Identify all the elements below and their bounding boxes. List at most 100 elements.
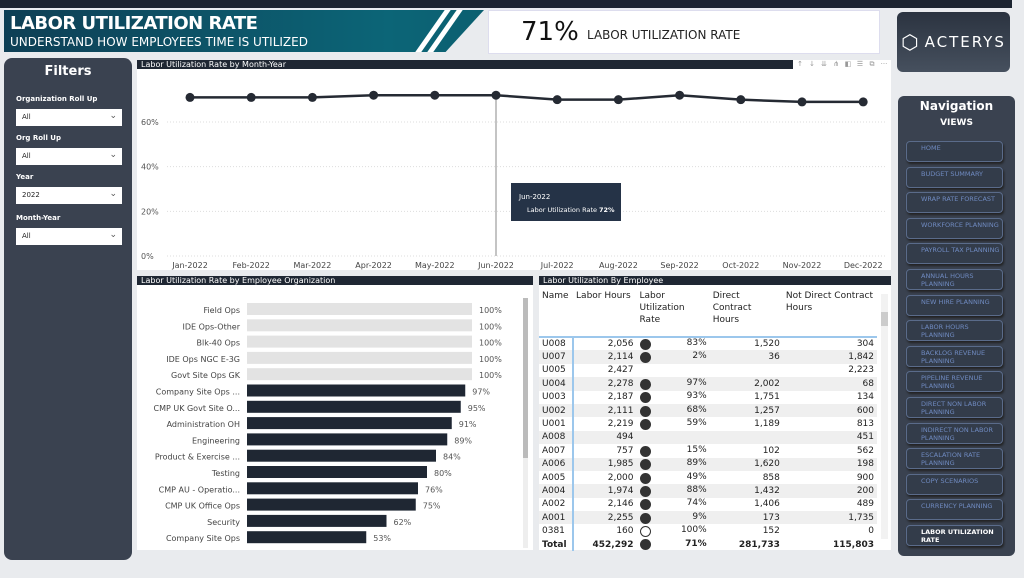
data-point[interactable] (613, 95, 623, 105)
bar[interactable] (247, 351, 472, 364)
nav-button[interactable]: BUDGET SUMMARY (906, 166, 1003, 188)
column-header[interactable]: Labor Utilization Rate (639, 291, 685, 325)
data-point[interactable] (797, 97, 807, 107)
status-dot-icon (639, 378, 651, 390)
bar[interactable] (247, 466, 427, 478)
bar[interactable] (247, 482, 418, 495)
table-row[interactable]: A001 2,255 9% 173 1,735 (539, 511, 877, 525)
table-row[interactable]: 0381 160 100% 152 0 (539, 524, 877, 538)
filter-dropdown[interactable]: All ⌄ (16, 148, 122, 165)
status-dot-icon (639, 392, 651, 404)
data-point[interactable] (552, 95, 562, 105)
status-dot-icon (639, 526, 651, 538)
nav-button[interactable]: WORKFORCE PLANNING (906, 217, 1003, 239)
data-label: 100% (479, 355, 502, 364)
table-cell: 152 (762, 526, 780, 537)
filter-dropdown[interactable]: All ⌄ (16, 228, 122, 245)
data-point[interactable] (858, 97, 868, 107)
data-point[interactable] (491, 90, 501, 100)
table-row[interactable]: U004 2,278 97% 2,002 68 (539, 377, 877, 391)
status-dot-icon (639, 419, 651, 431)
bar[interactable] (247, 433, 448, 446)
table-row[interactable]: U001 2,219 59% 1,189 813 (539, 417, 877, 431)
scrollbar-thumb[interactable] (523, 298, 528, 458)
bar[interactable] (247, 319, 472, 332)
bar[interactable] (247, 449, 436, 462)
y-tick-label: 40% (141, 163, 159, 172)
table-row[interactable]: U007 2,114 2% 36 1,842 (539, 350, 877, 364)
bar[interactable] (247, 384, 466, 397)
bar[interactable] (247, 335, 472, 348)
column-header[interactable]: Not Direct Contract Hours (785, 291, 874, 313)
data-point[interactable] (675, 90, 685, 100)
data-point[interactable] (369, 90, 379, 100)
table-row[interactable]: A004 1,974 88% 1,432 200 (539, 484, 877, 498)
table-row[interactable]: A008 494 451 (539, 430, 877, 445)
bar[interactable] (247, 303, 472, 315)
navigation-panel: Navigation VIEWS HOME BUDGET SUMMARY WRAP … (898, 96, 1015, 556)
data-point[interactable] (246, 92, 256, 102)
bar[interactable] (247, 531, 367, 544)
category-label: Testing (211, 469, 240, 478)
nav-button[interactable]: LABOR UTILIZATION RATE (906, 525, 1003, 546)
column-header[interactable]: Name (542, 291, 569, 301)
x-tick-label: Dec-2022 (844, 261, 883, 270)
data-point[interactable] (307, 92, 317, 102)
table-row[interactable]: A005 2,000 49% 858 900 (539, 470, 877, 485)
bar[interactable] (247, 514, 387, 527)
toolbar-icon[interactable]: ◧ (844, 60, 852, 68)
toolbar-icon[interactable]: ⧉ (869, 60, 875, 68)
nav-button[interactable]: WRAP RATE FORECAST (906, 192, 1003, 214)
nav-button[interactable]: NEW HIRE PLANNING (906, 294, 1003, 316)
table-row[interactable]: U002 2,111 68% 1,257 600 (539, 403, 877, 418)
nav-button[interactable]: PIPELINE REVENUE PLANNING (906, 371, 1003, 393)
table-row[interactable]: U008 2,056 83% 1,520 304 (539, 337, 877, 351)
nav-button[interactable]: BACKLOG REVENUE PLANNING (906, 345, 1003, 367)
nav-button[interactable]: COPY SCENARIOS (906, 473, 1003, 495)
table-row[interactable]: A006 1,985 89% 1,620 198 (539, 457, 877, 471)
toolbar-icon[interactable]: ⇊ (821, 60, 827, 68)
nav-button[interactable]: DIRECT NON LABOR PLANNING (906, 397, 1003, 418)
scrollbar-thumb[interactable] (881, 312, 888, 326)
table-row[interactable]: A007 757 15% 102 562 (539, 444, 877, 458)
column-header[interactable]: Direct Contract Hours (712, 291, 752, 325)
toolbar-icon[interactable]: ··· (880, 60, 888, 68)
nav-button[interactable]: ANNUAL HOURS PLANNING (906, 269, 1003, 290)
table-scrollbar[interactable] (881, 294, 888, 539)
filter-dropdown[interactable]: 2022 ⌄ (16, 187, 122, 204)
toolbar-icon[interactable]: ☰ (856, 60, 864, 68)
nav-button[interactable]: ESCALATION RATE PLANNING (906, 448, 1003, 470)
bar[interactable] (247, 368, 472, 381)
bar[interactable] (247, 400, 461, 413)
table-cell: 813 (856, 419, 874, 430)
data-point[interactable] (430, 90, 440, 100)
toolbar-icon[interactable]: ⋔ (833, 60, 839, 68)
nav-button[interactable]: LABOR HOURS PLANNING (906, 320, 1003, 342)
table-row[interactable]: U003 2,187 93% 1,751 134 (539, 390, 877, 404)
table-cell: 0381 (539, 524, 575, 538)
table-row[interactable]: U005 2,427 2,223 (539, 363, 877, 378)
filter-value: All (22, 152, 31, 160)
nav-button[interactable]: HOME (906, 141, 1003, 162)
y-tick-label: 0% (141, 252, 154, 261)
filter-label: Org Roll Up (16, 134, 61, 142)
chevron-down-icon: ⌄ (109, 230, 117, 240)
bar[interactable] (247, 417, 452, 430)
filter-dropdown[interactable]: All ⌄ (16, 109, 122, 126)
bar[interactable] (247, 498, 416, 511)
nav-button[interactable]: CURRENCY PLANNING (906, 499, 1003, 521)
nav-button[interactable]: INDIRECT NON LABOR PLANNING (906, 422, 1003, 444)
data-point[interactable] (736, 95, 746, 105)
table-cell: 562 (856, 445, 874, 456)
table-cell: 900 (856, 472, 874, 483)
toolbar-icon[interactable]: ↓ (809, 60, 815, 68)
table-cell: 2,187 (607, 392, 634, 403)
column-header[interactable]: Labor Hours (576, 291, 631, 301)
status-dot-icon (639, 499, 651, 511)
table-row[interactable]: A002 2,146 74% 1,406 489 (539, 497, 877, 512)
table-cell: U003 (539, 390, 575, 404)
data-point[interactable] (185, 92, 195, 102)
status-dot-icon (639, 339, 651, 351)
toolbar-icon[interactable]: ↑ (797, 60, 803, 68)
nav-button[interactable]: PAYROLL TAX PLANNING (906, 243, 1003, 265)
